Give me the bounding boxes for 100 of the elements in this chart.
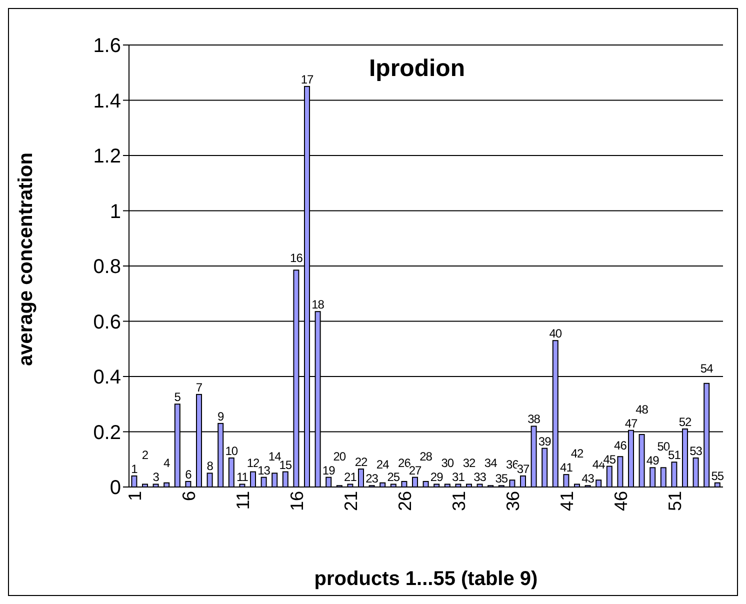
x-tick-label: 46 — [614, 438, 628, 452]
x-tick-label: 54 — [700, 362, 714, 376]
bar — [455, 484, 462, 487]
bar — [606, 466, 612, 487]
bar — [671, 462, 678, 487]
bar — [142, 484, 148, 487]
x-tick-label: 51 — [668, 448, 682, 462]
x-tick-label: 35 — [495, 472, 508, 486]
x-tick-label: 7 — [196, 380, 203, 394]
bar — [434, 484, 440, 487]
x-tick-label: 12 — [246, 456, 260, 470]
y-tick-label: 0.4 — [93, 366, 121, 389]
bar — [390, 484, 396, 487]
x-tick-label: 19 — [322, 463, 336, 478]
x-tick-label: 10 — [225, 444, 238, 458]
bar — [401, 480, 408, 487]
category-label: 21 — [341, 491, 362, 512]
x-tick-label: 53 — [690, 444, 703, 458]
x-tick-label: 24 — [376, 458, 390, 472]
x-tick-label: 18 — [312, 298, 325, 312]
bar — [206, 472, 213, 487]
category-label: 46 — [611, 491, 632, 512]
category-label: 36 — [503, 491, 524, 512]
x-tick-label: 20 — [333, 449, 346, 464]
x-tick-label: 22 — [354, 455, 368, 470]
bar — [239, 484, 246, 487]
x-tick-label: 34 — [484, 456, 498, 470]
x-tick-label: 23 — [366, 472, 379, 486]
x-tick-label: 42 — [570, 446, 584, 461]
y-tick-label: 0 — [110, 477, 121, 500]
bar — [412, 476, 418, 487]
category-label: 6 — [179, 491, 200, 502]
bar — [228, 457, 234, 487]
bar — [250, 471, 256, 487]
x-tick-label: 5 — [174, 390, 182, 404]
x-axis-title: products 1...55 (table 9) — [314, 568, 538, 590]
category-label: 51 — [665, 491, 686, 512]
x-tick-label: 14 — [268, 449, 282, 464]
bar — [520, 475, 526, 487]
category-label: 26 — [395, 491, 416, 512]
x-tick-label: 32 — [462, 456, 476, 470]
category-label: 31 — [449, 491, 470, 512]
x-tick-label: 3 — [152, 470, 160, 484]
x-tick-label: 4 — [164, 456, 171, 470]
x-tick-label: 43 — [582, 472, 595, 486]
bar — [466, 484, 472, 487]
x-tick-label: 52 — [678, 414, 692, 429]
x-tick-label: 6 — [185, 467, 192, 482]
category-label: 11 — [233, 491, 254, 510]
x-tick-label: 40 — [549, 326, 562, 341]
x-tick-label: 1 — [131, 462, 138, 476]
x-tick-label: 41 — [560, 460, 574, 475]
bar — [185, 480, 192, 487]
bar — [422, 480, 429, 487]
x-tick-label: 37 — [516, 462, 530, 476]
category-label: 41 — [557, 491, 578, 512]
bar — [282, 471, 288, 487]
x-tick-label: 49 — [646, 454, 660, 468]
bar — [347, 484, 354, 487]
bar — [692, 457, 699, 487]
category-label: 1 — [125, 491, 146, 502]
x-tick-label: 25 — [387, 470, 400, 484]
x-tick-label: 30 — [441, 456, 454, 470]
x-tick-label: 11 — [236, 470, 249, 484]
bar — [444, 484, 450, 487]
x-tick-label: 21 — [344, 470, 358, 484]
x-tick-label: 39 — [538, 434, 552, 448]
category-label: 16 — [287, 491, 308, 512]
y-tick-label: 1 — [110, 200, 121, 223]
x-tick-label: 13 — [258, 463, 271, 478]
x-tick-label: 9 — [218, 409, 225, 424]
y-tick-label: 1.4 — [93, 90, 121, 112]
x-tick-label: 38 — [528, 412, 541, 426]
x-tick-label: 2 — [142, 448, 149, 462]
bar — [617, 456, 624, 487]
y-tick-label: 1.2 — [93, 146, 121, 168]
x-tick-label: 48 — [636, 402, 649, 416]
y-tick-label: 0.2 — [93, 422, 121, 444]
x-tick-label: 26 — [398, 456, 412, 470]
bar — [660, 467, 666, 487]
bar — [476, 484, 483, 487]
y-tick-label: 0.6 — [93, 311, 121, 334]
y-tick-label: 1.6 — [93, 35, 121, 58]
x-tick-label: 33 — [474, 470, 487, 484]
x-tick-label: 31 — [452, 470, 466, 484]
bar — [574, 484, 580, 487]
bar — [509, 480, 516, 487]
x-tick-label: 8 — [206, 459, 214, 474]
bar — [563, 474, 570, 487]
x-tick-label: 47 — [624, 416, 638, 430]
bar — [596, 480, 602, 487]
bar — [650, 467, 656, 487]
y-tick-label: 0.8 — [93, 256, 121, 278]
x-tick-label: 17 — [300, 72, 314, 86]
bar — [542, 448, 548, 487]
x-tick-label: 28 — [420, 449, 433, 464]
chart-title: Iprodion — [369, 55, 465, 83]
bar — [272, 472, 278, 487]
bar — [152, 484, 159, 487]
x-tick-label: 29 — [430, 470, 444, 484]
